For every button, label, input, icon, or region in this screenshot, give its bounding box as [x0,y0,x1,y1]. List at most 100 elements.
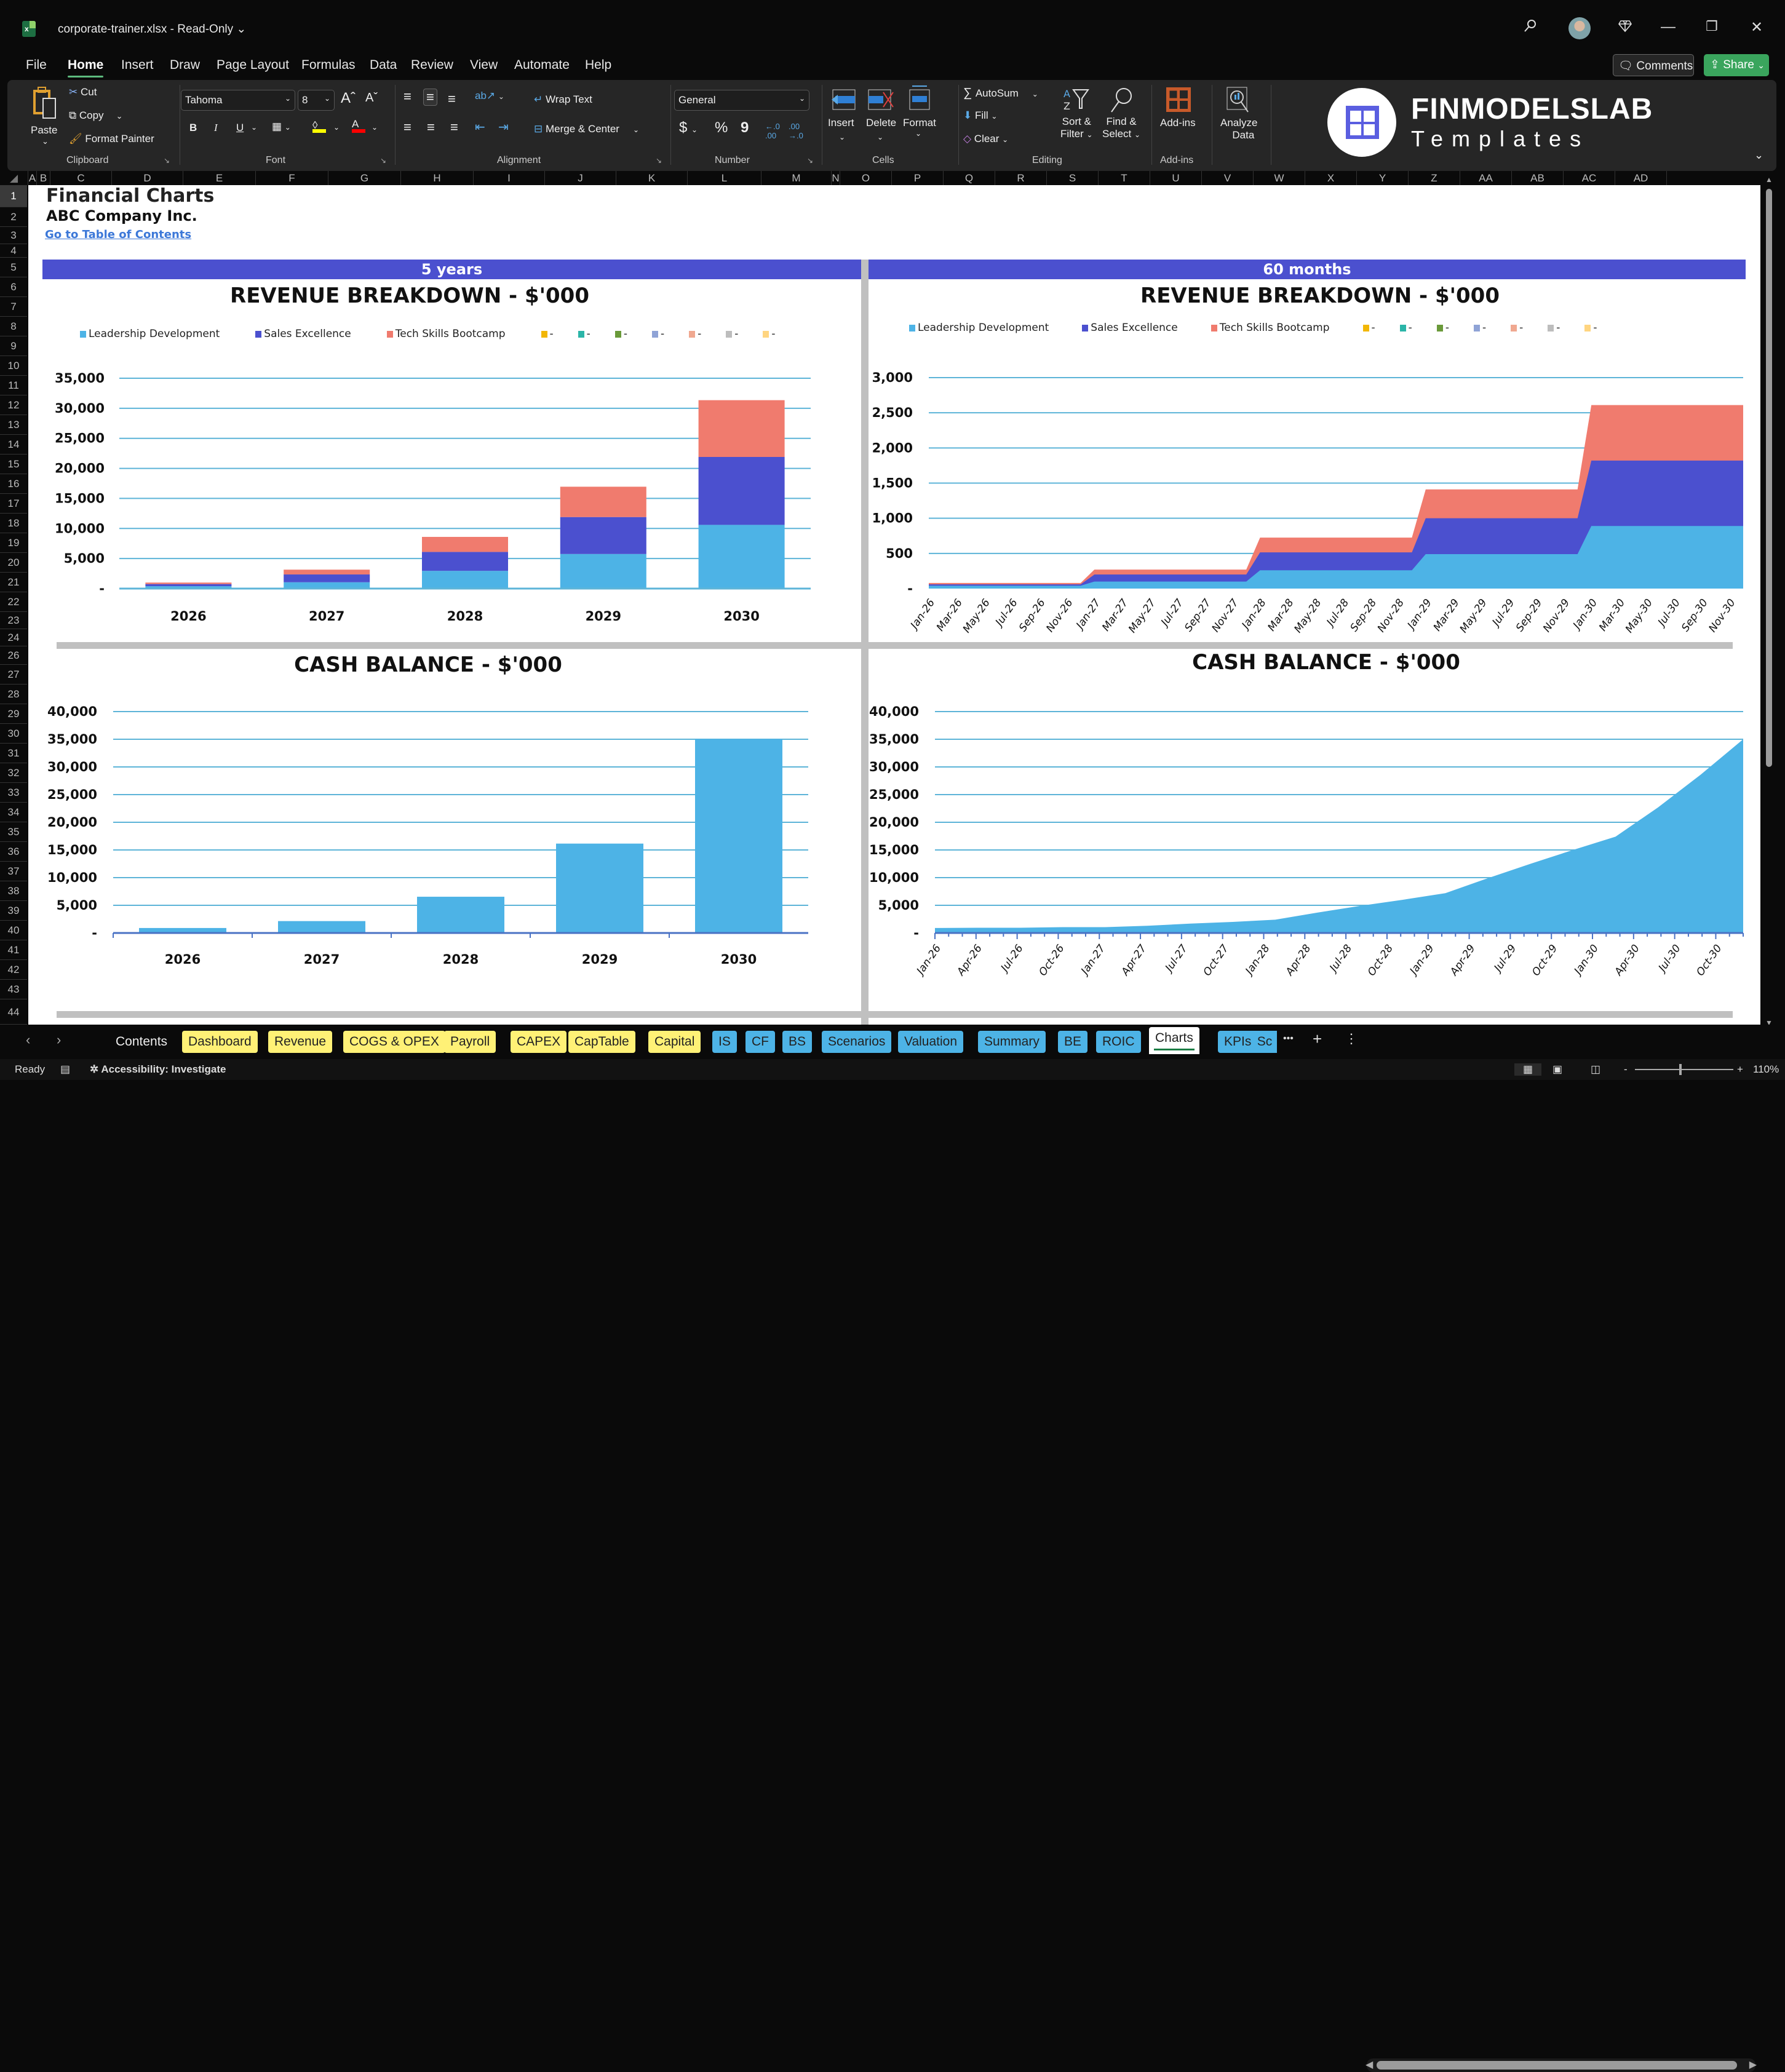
sheet-tab[interactable]: CAPEX [511,1031,567,1053]
row-header[interactable]: 39 [0,901,27,921]
format-cells-icon[interactable] [905,85,934,116]
decrease-decimal-icon[interactable]: .00 →.0 [789,122,803,140]
format-painter-button[interactable]: 🖌 Format Painter [69,133,154,145]
addins-icon[interactable] [1165,86,1192,117]
column-header[interactable]: AC [1564,171,1615,185]
user-avatar[interactable] [1568,17,1591,39]
row-header[interactable]: 21 [0,573,27,592]
sheet-tab[interactable]: Capital [648,1031,701,1053]
scroll-right-icon[interactable]: ▶ [1749,2060,1757,2070]
sheet-tab[interactable]: KPIs [1218,1031,1258,1053]
column-header[interactable]: AB [1512,171,1564,185]
sheet-tab[interactable]: Sc [1252,1031,1277,1053]
addins-button[interactable]: Add-ins [1160,117,1196,129]
column-header[interactable]: U [1150,171,1202,185]
column-header[interactable]: F [256,171,328,185]
font-color-chevron-icon[interactable]: ⌄ [372,123,378,132]
menu-formulas[interactable]: Formulas [301,58,356,72]
find-select-button[interactable]: Find & Select ⌄ [1102,116,1141,140]
delete-cells-icon[interactable] [865,87,896,116]
row-header[interactable]: 4 [0,244,27,258]
copy-button[interactable]: ⧉ Copy ⌄ [69,109,123,121]
analyze-data-icon[interactable] [1224,85,1252,118]
clear-button[interactable]: ◇ Clear ⌄ [963,133,1009,145]
toc-link[interactable]: Go to Table of Contents [45,228,192,241]
wrap-text-button[interactable]: ↵ Wrap Text [534,93,592,105]
sheet-tab[interactable]: Summary [978,1031,1046,1053]
row-header[interactable]: 38 [0,881,27,901]
row-header[interactable]: 3 [0,227,27,244]
column-header[interactable]: B [37,171,50,185]
search-icon[interactable] [1518,18,1543,38]
autosum-button[interactable]: ∑ AutoSum ⌄ [963,86,1038,100]
column-header[interactable]: L [688,171,761,185]
find-icon[interactable] [1105,86,1135,117]
zoom-slider-thumb[interactable] [1679,1064,1682,1075]
paste-chevron-icon[interactable]: ⌄ [42,137,49,146]
menu-view[interactable]: View [470,58,498,72]
row-header[interactable]: 15 [0,454,27,474]
row-header[interactable]: 7 [0,297,27,317]
row-header[interactable]: 19 [0,533,27,553]
decrease-font-icon[interactable]: Aˇ [365,91,378,105]
column-header[interactable]: Y [1357,171,1409,185]
sheet-tab[interactable]: BS [782,1031,813,1053]
zoom-level[interactable]: 110% [1753,1063,1779,1075]
close-button[interactable]: ✕ [1750,19,1763,36]
menu-automate[interactable]: Automate [514,58,570,72]
row-header[interactable]: 29 [0,704,27,724]
share-button[interactable]: ⇪ Share ⌄ [1704,54,1769,76]
row-header[interactable]: 24 [0,629,27,646]
row-header[interactable]: 44 [0,999,27,1025]
scroll-down-icon[interactable]: ▼ [1765,1018,1773,1027]
column-header[interactable]: H [401,171,474,185]
row-header[interactable]: 30 [0,724,27,744]
minimize-button[interactable]: — [1661,18,1676,35]
menu-insert[interactable]: Insert [121,58,154,72]
row-header[interactable]: 31 [0,744,27,763]
row-header[interactable]: 22 [0,592,27,612]
row-header[interactable]: 13 [0,415,27,435]
fill-color-icon[interactable]: ◊ [312,119,326,133]
column-header[interactable]: G [328,171,401,185]
column-header[interactable]: S [1047,171,1099,185]
row-header[interactable]: 1 [0,185,27,207]
next-sheet-icon[interactable]: › [57,1032,62,1047]
merge-center-button[interactable]: ⊟ Merge & Center ⌄ [534,123,640,135]
zoom-in-button[interactable]: + [1737,1063,1743,1075]
sheet-tab[interactable]: Payroll [444,1031,496,1053]
scroll-up-icon[interactable]: ▲ [1765,175,1773,184]
column-header[interactable]: AA [1460,171,1512,185]
currency-button[interactable]: $ ⌄ [679,119,698,136]
menu-home[interactable]: Home [68,58,104,77]
row-header[interactable]: 12 [0,395,27,415]
dialog-launcher-icon[interactable]: ↘ [164,156,170,165]
document-title[interactable]: corporate-trainer.xlsx - Read-Only ⌄ [58,23,247,36]
menu-review[interactable]: Review [411,58,453,72]
row-header[interactable]: 32 [0,763,27,783]
align-right-icon[interactable]: ≡ [450,119,458,135]
zoom-out-button[interactable]: - [1624,1063,1628,1075]
row-header[interactable]: 40 [0,921,27,940]
column-header[interactable]: O [840,171,892,185]
font-name-select[interactable]: Tahoma ⌄ [181,90,295,111]
format-button[interactable]: Format [903,117,936,129]
sheet-tab[interactable]: BE [1058,1031,1088,1053]
row-header[interactable]: 26 [0,646,27,665]
insert-cells-icon[interactable] [828,87,859,116]
underline-button[interactable]: U [236,122,244,133]
row-header[interactable]: 2 [0,207,27,227]
column-header[interactable]: T [1099,171,1150,185]
sheet-tab[interactable]: CapTable [568,1031,635,1053]
insert-button[interactable]: Insert [828,117,854,129]
column-header[interactable]: K [616,171,688,185]
row-header[interactable]: 33 [0,783,27,803]
italic-button[interactable]: I [214,122,218,133]
row-header[interactable]: 9 [0,336,27,356]
align-bottom-icon[interactable]: ≡ [448,91,456,106]
sort-filter-button[interactable]: Sort & Filter ⌄ [1060,116,1093,140]
column-header[interactable]: Q [944,171,995,185]
row-header[interactable]: 18 [0,514,27,533]
row-header[interactable]: 36 [0,842,27,862]
